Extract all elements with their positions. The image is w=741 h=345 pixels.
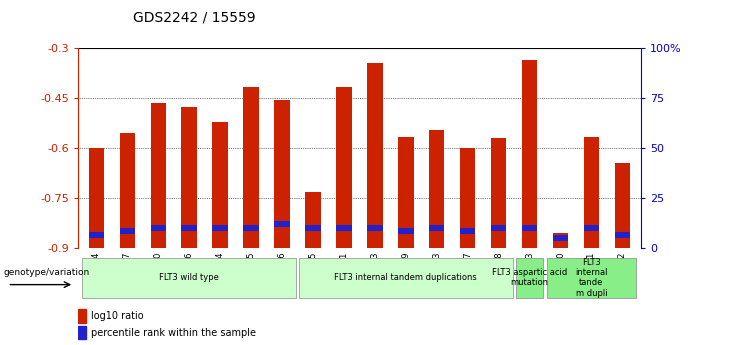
Bar (429, 130, 445, 248)
Bar (584, 137, 599, 248)
Bar (460, 148, 476, 248)
Bar (150, 103, 166, 248)
Bar (547, 257, 637, 298)
Text: FLT3 wild type: FLT3 wild type (159, 273, 219, 282)
Bar (243, 225, 259, 231)
Bar (522, 60, 537, 248)
Bar (78, 309, 86, 323)
Bar (553, 233, 568, 248)
Bar (516, 257, 543, 298)
Bar (615, 232, 630, 238)
Text: FLT3
internal
tande
m dupli: FLT3 internal tande m dupli (575, 258, 608, 298)
Bar (584, 225, 599, 231)
Bar (522, 225, 537, 231)
Bar (89, 148, 104, 248)
Bar (119, 133, 135, 248)
Bar (429, 225, 445, 231)
Text: log10 ratio: log10 ratio (90, 311, 144, 321)
Text: FLT3 internal tandem duplications: FLT3 internal tandem duplications (334, 273, 477, 282)
Text: genotype/variation: genotype/variation (4, 268, 90, 277)
Bar (367, 63, 382, 248)
Bar (82, 257, 296, 298)
Bar (243, 87, 259, 248)
Bar (150, 225, 166, 231)
Bar (491, 138, 506, 248)
Bar (615, 163, 630, 248)
Bar (213, 225, 228, 231)
Bar (274, 221, 290, 227)
Bar (182, 225, 197, 231)
Bar (299, 257, 513, 298)
Bar (213, 122, 228, 248)
Text: percentile rank within the sample: percentile rank within the sample (90, 328, 256, 337)
Text: GDS2242 / 15559: GDS2242 / 15559 (133, 10, 256, 24)
Bar (553, 235, 568, 241)
Bar (491, 225, 506, 231)
Bar (460, 228, 476, 234)
Bar (274, 100, 290, 248)
Bar (305, 192, 321, 248)
Text: FLT3 aspartic acid
mutation: FLT3 aspartic acid mutation (492, 268, 567, 287)
Bar (119, 228, 135, 234)
Bar (78, 326, 86, 339)
Bar (398, 137, 413, 248)
Bar (336, 87, 352, 248)
Bar (336, 225, 352, 231)
Bar (398, 228, 413, 234)
Bar (305, 225, 321, 231)
Bar (89, 232, 104, 238)
Bar (367, 225, 382, 231)
Bar (182, 107, 197, 248)
